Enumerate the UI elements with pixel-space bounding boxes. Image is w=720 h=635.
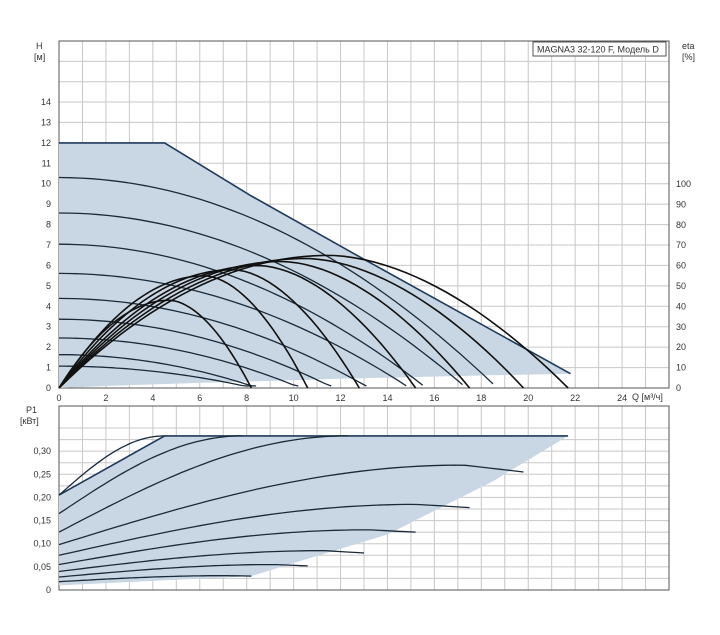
x-tick-label: 16 xyxy=(429,393,439,403)
eta-tick-label: 100 xyxy=(676,179,691,189)
power-tick-label: 0,20 xyxy=(33,492,51,502)
head-envelope-max-line xyxy=(59,142,571,375)
eta-tick-label: 40 xyxy=(676,301,686,311)
head-curve xyxy=(59,365,252,387)
eta-tick-label: 10 xyxy=(676,363,686,373)
head-curve xyxy=(58,318,332,387)
x-tick-label: 20 xyxy=(523,393,533,403)
eta-tick-label: 30 xyxy=(676,322,686,332)
x-tick-label: 8 xyxy=(244,393,249,403)
y-tick-label: 10 xyxy=(41,179,51,189)
y-tick-label: 7 xyxy=(46,240,51,250)
power-curve xyxy=(58,435,165,496)
power-curve xyxy=(58,575,252,583)
y-tick-label: 11 xyxy=(42,158,51,168)
head-curve xyxy=(58,243,424,386)
x-tick-label: 14 xyxy=(382,393,392,403)
head-curve xyxy=(58,297,367,387)
head-envelope-fill xyxy=(59,142,571,388)
power-axis-unit: [кВт] xyxy=(20,416,39,426)
power-tick-label: 0,25 xyxy=(33,469,51,479)
eta-tick-label: 50 xyxy=(676,281,686,291)
power-envelope-fill xyxy=(59,435,569,586)
eta-tick-label: 90 xyxy=(676,199,686,209)
eta-tick-label: 70 xyxy=(676,240,686,250)
efficiency-curve xyxy=(58,299,253,389)
y-tick-label: 13 xyxy=(41,117,51,127)
power-tick-label: 0,15 xyxy=(33,516,51,526)
x-tick-label: 18 xyxy=(476,393,486,403)
head-chart-ticks: 0 2 4 6 8 10 12 14 16 18 20 22 240123456789101112131… xyxy=(41,97,691,403)
y-tick-label: 5 xyxy=(46,281,51,291)
efficiency-curve xyxy=(58,268,360,389)
power-curves xyxy=(58,435,524,583)
x-tick-label: 2 xyxy=(103,393,108,403)
chart-title: MAGNA3 32-120 F, Модель D xyxy=(537,45,659,55)
efficiency-curves xyxy=(58,254,569,389)
x-tick-label: 24 xyxy=(617,393,627,403)
y-tick-label: 2 xyxy=(46,342,51,352)
head-curve xyxy=(58,212,463,386)
efficiency-curve xyxy=(58,274,309,389)
power-curve xyxy=(58,529,416,566)
x-tick-label: 12 xyxy=(336,393,346,403)
power-curve xyxy=(58,550,365,573)
head-curve xyxy=(58,272,407,387)
eta-axis-unit: [%] xyxy=(682,52,695,62)
eta-tick-label: 20 xyxy=(676,342,686,352)
power-axis-label: P1 xyxy=(26,405,37,415)
flow-axis-label: Q [м³/ч] xyxy=(632,392,663,402)
efficiency-curve xyxy=(58,260,471,389)
x-tick-label: 22 xyxy=(570,393,580,403)
efficiency-curve xyxy=(58,257,525,389)
eta-tick-label: 80 xyxy=(676,220,686,230)
power-tick-label: 0,05 xyxy=(33,562,51,572)
x-tick-label: 4 xyxy=(150,393,155,403)
y-tick-label: 8 xyxy=(46,220,51,230)
power-tick-label: 0,10 xyxy=(33,539,51,549)
head-axis-label: H xyxy=(36,41,43,51)
power-curve xyxy=(58,563,308,578)
y-tick-label: 12 xyxy=(41,138,51,148)
y-tick-label: 14 xyxy=(41,97,51,107)
y-tick-label: 9 xyxy=(46,199,51,209)
eta-tick-label: 0 xyxy=(676,383,681,393)
power-tick-label: 0 xyxy=(46,585,51,595)
efficiency-curve xyxy=(58,264,417,389)
efficiency-curve xyxy=(58,254,569,389)
head-curve xyxy=(58,176,494,385)
power-curve xyxy=(58,464,524,546)
power-curve xyxy=(58,435,242,515)
x-tick-label: 0 xyxy=(56,393,61,403)
x-tick-label: 10 xyxy=(289,393,299,403)
y-tick-label: 1 xyxy=(46,363,51,373)
eta-tick-label: 60 xyxy=(676,261,686,271)
head-axis-unit: [м] xyxy=(34,52,45,62)
title-box xyxy=(532,41,667,57)
power-chart-ticks: 0 0,05 0,10 0,15 0,20 0,25 0,30 xyxy=(33,446,51,595)
head-operating-envelope xyxy=(59,142,571,388)
y-tick-label: 4 xyxy=(46,301,51,311)
y-tick-label: 0 xyxy=(46,383,51,393)
y-tick-label: 3 xyxy=(46,322,51,332)
x-tick-label: 6 xyxy=(197,393,202,403)
eta-axis-label: eta xyxy=(682,41,695,51)
y-tick-label: 6 xyxy=(46,260,51,270)
power-tick-label: 0,30 xyxy=(33,446,51,456)
power-curve xyxy=(58,503,470,556)
power-curve xyxy=(58,435,348,533)
